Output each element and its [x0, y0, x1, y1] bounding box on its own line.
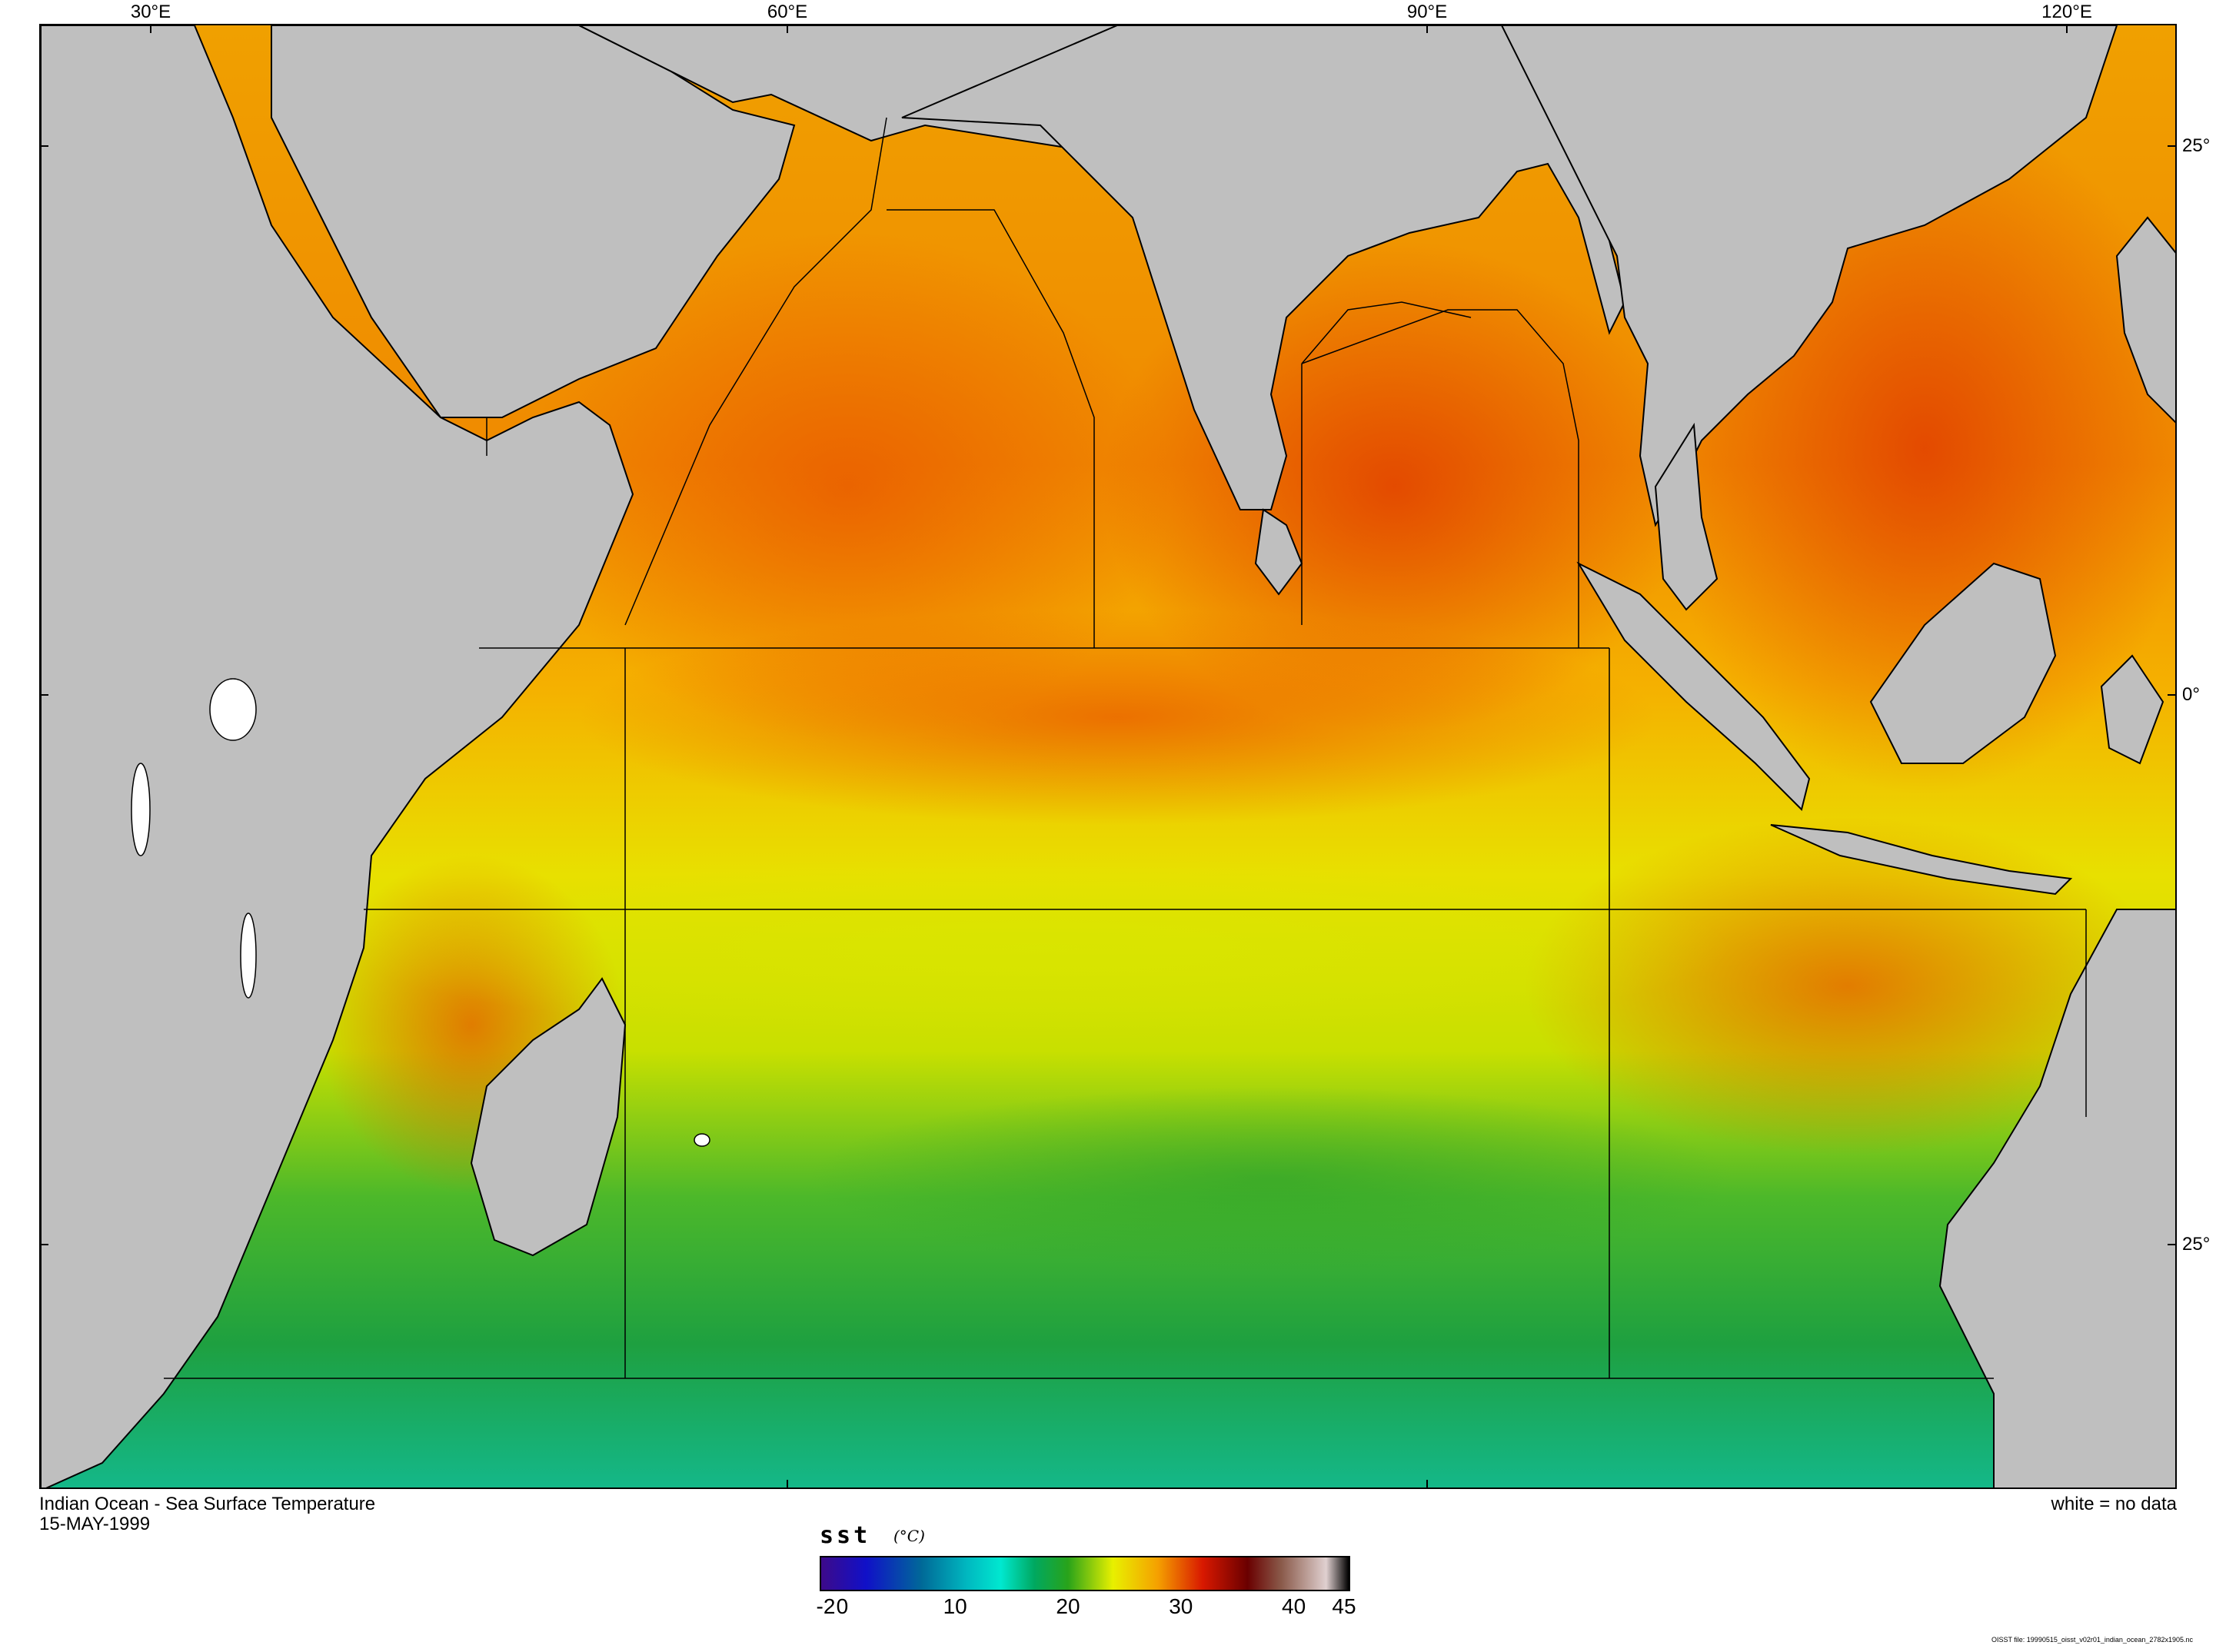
tick-top-30e	[150, 24, 151, 33]
lat-label-25s: 25°	[2182, 1234, 2211, 1255]
tick-bottom-90e	[1426, 1480, 1428, 1489]
java-land	[1770, 824, 2073, 896]
colorbar-tick-label: 20	[1056, 1594, 1080, 1618]
lon-label-60e: 60°E	[767, 2, 808, 22]
file-note: OISST file: 19990515_oisst_v02r01_indian…	[1991, 1636, 2193, 1644]
colorbar-unit: (°C)	[893, 1527, 925, 1545]
tick-left-25n	[39, 145, 48, 147]
warm-pool-east-indian	[1525, 817, 2171, 1155]
se-asia-land	[1500, 25, 2118, 527]
cool-band-yellow	[348, 856, 1732, 1040]
tick-right-25n	[2168, 145, 2177, 147]
tick-bottom-60e	[787, 1480, 788, 1489]
lon-label-90e: 90°E	[1406, 2, 1448, 22]
no-data-lake-malawi	[240, 912, 257, 999]
madagascar-land	[470, 977, 627, 1257]
tick-top-90e	[1426, 24, 1428, 33]
lon-label-120e: 120°E	[2041, 2, 2092, 22]
arabia-land	[271, 25, 796, 418]
sumatra-land	[1576, 561, 1811, 811]
warm-pool-equatorial	[579, 610, 1655, 825]
sulawesi-land	[2100, 654, 2164, 765]
colorbar-tick-label: 45	[1332, 1594, 1356, 1618]
no-data-note: white = no data	[2051, 1494, 2177, 1514]
tick-left-0	[39, 694, 48, 696]
borneo-land	[1869, 562, 2057, 764]
tick-right-0	[2168, 694, 2177, 696]
colorbar-tick-label: 30	[1169, 1594, 1193, 1618]
colorbar-tick-label: 0	[836, 1594, 849, 1618]
boundary-arabian-sea-east	[887, 209, 1095, 648]
landmasses	[41, 25, 2175, 1487]
boundary-bay-bengal-box	[1301, 309, 1579, 648]
colorbar-tick-label: 10	[943, 1594, 967, 1618]
tick-left-25s	[39, 1244, 48, 1245]
no-data-lake-victoria	[209, 678, 257, 741]
lat-label-0: 0°	[2182, 684, 2200, 705]
boundary-bay-bengal-north	[1301, 301, 1472, 364]
tick-right-25s	[2168, 1244, 2177, 1245]
no-data-islands	[131, 678, 710, 1147]
tick-top-60e	[787, 24, 788, 33]
sst-map	[39, 24, 2177, 1489]
sri-lanka-land	[1254, 508, 1303, 596]
tick-top-120e	[2066, 24, 2068, 33]
australia-land	[1938, 909, 2175, 1487]
colorbar	[820, 1556, 1350, 1591]
malay-peninsula-land	[1654, 422, 1719, 611]
colorbar-tick-label: -2	[816, 1594, 836, 1618]
lon-label-30e: 30°E	[130, 2, 171, 22]
boundary-arabian-sea	[624, 117, 887, 626]
no-data-small-island	[694, 1133, 710, 1147]
sst-map-svg	[41, 25, 2175, 1487]
colorbar-tick-label: 40	[1282, 1594, 1306, 1618]
cool-band-green	[810, 1086, 1732, 1271]
lat-label-25n: 25°	[2182, 135, 2211, 156]
map-date: 15-MAY-1999	[39, 1514, 151, 1534]
colorbar-variable: sst	[820, 1522, 871, 1549]
africa-land	[41, 25, 634, 1487]
no-data-lake-tanganyika	[131, 763, 151, 856]
philippines-land	[2115, 216, 2175, 424]
basin-boundaries	[164, 117, 2087, 1379]
map-title: Indian Ocean - Sea Surface Temperature	[39, 1494, 376, 1514]
